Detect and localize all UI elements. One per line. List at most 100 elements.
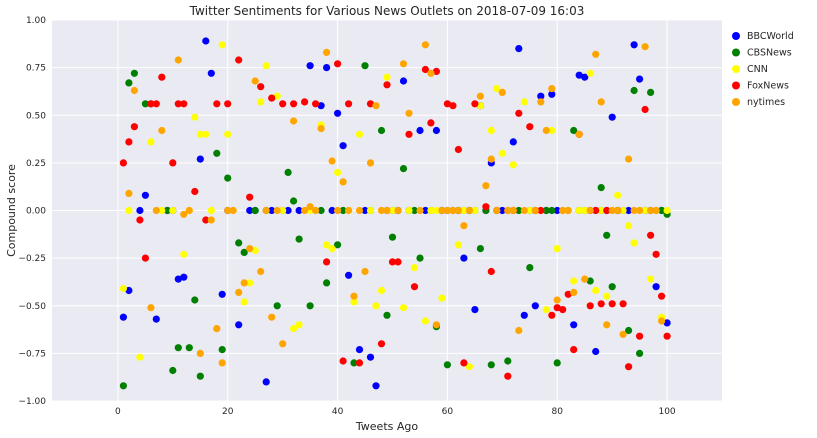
data-point — [372, 382, 380, 390]
data-point — [427, 69, 435, 77]
data-point — [487, 267, 495, 276]
data-point — [498, 88, 506, 96]
x-tick-label: 0 — [115, 407, 121, 417]
data-point — [207, 216, 215, 224]
data-point — [460, 222, 468, 230]
data-point — [279, 206, 287, 215]
data-point — [334, 206, 342, 215]
data-point — [625, 206, 633, 215]
data-point — [262, 378, 270, 386]
data-point — [531, 302, 539, 310]
data-point — [229, 206, 237, 215]
data-point — [542, 126, 550, 135]
data-point — [174, 344, 182, 352]
data-point — [421, 206, 429, 215]
data-point — [388, 206, 397, 215]
data-point — [663, 319, 671, 327]
data-point — [169, 366, 177, 375]
y-tick-label: −1.00 — [18, 397, 46, 407]
data-point — [443, 361, 451, 369]
data-point — [191, 187, 199, 196]
y-axis-label: Compound score — [5, 164, 18, 257]
data-point — [471, 306, 479, 314]
data-point — [658, 206, 666, 215]
data-point — [377, 340, 386, 348]
data-point — [504, 357, 512, 365]
data-point — [641, 43, 649, 51]
data-point — [317, 206, 325, 215]
data-point — [608, 283, 616, 291]
data-point — [290, 325, 298, 333]
data-point — [438, 206, 446, 215]
data-point — [262, 206, 270, 215]
data-point — [262, 62, 270, 70]
data-point — [180, 250, 188, 258]
data-point — [323, 48, 331, 57]
data-point — [251, 77, 259, 85]
data-point — [334, 60, 342, 68]
data-point — [125, 286, 133, 295]
data-point — [273, 302, 281, 310]
data-point — [641, 206, 649, 215]
data-point — [493, 206, 501, 215]
data-point — [559, 306, 567, 314]
data-point — [526, 264, 534, 272]
data-point — [383, 311, 391, 319]
data-point — [136, 353, 144, 361]
data-point — [147, 138, 155, 146]
data-point — [185, 344, 193, 352]
data-point — [218, 359, 226, 367]
data-point — [213, 149, 221, 157]
data-point — [405, 130, 413, 138]
data-point — [625, 222, 633, 230]
data-point — [295, 235, 303, 243]
data-point — [306, 62, 314, 70]
data-point — [355, 346, 364, 354]
data-point — [570, 321, 578, 329]
data-point — [636, 206, 644, 215]
legend-label: CBSNews — [747, 48, 792, 59]
data-point — [553, 296, 561, 304]
data-point — [658, 317, 666, 325]
data-point — [355, 359, 364, 367]
data-point — [301, 98, 309, 106]
data-point — [180, 100, 188, 108]
legend-label: FoxNews — [747, 81, 789, 92]
data-point — [191, 113, 199, 121]
data-point — [608, 206, 616, 215]
data-point — [515, 326, 523, 335]
data-point — [432, 321, 440, 329]
data-point — [388, 233, 397, 241]
data-point — [515, 109, 523, 117]
data-point — [509, 138, 517, 146]
data-point — [312, 100, 320, 108]
data-point — [158, 206, 166, 215]
data-point — [531, 206, 539, 215]
data-point — [570, 126, 578, 135]
data-point — [553, 304, 561, 312]
data-point — [251, 246, 259, 255]
data-point — [366, 159, 375, 167]
data-point — [224, 130, 232, 138]
data-point — [169, 206, 177, 215]
data-point — [570, 346, 578, 354]
data-point — [432, 206, 440, 215]
data-point — [416, 126, 424, 135]
data-point — [295, 321, 303, 329]
data-point — [641, 105, 649, 114]
data-point — [196, 130, 204, 138]
data-point — [174, 275, 182, 283]
data-point — [454, 206, 462, 215]
data-point — [471, 206, 479, 215]
data-point — [213, 100, 221, 108]
data-point — [636, 75, 644, 83]
data-point — [410, 264, 419, 272]
y-tick-label: 0.25 — [26, 159, 46, 169]
data-point — [443, 206, 451, 215]
y-tick-label: 1.00 — [26, 16, 46, 26]
data-point — [548, 90, 556, 98]
data-point — [548, 311, 556, 319]
data-point — [465, 206, 473, 215]
data-point — [196, 372, 204, 380]
